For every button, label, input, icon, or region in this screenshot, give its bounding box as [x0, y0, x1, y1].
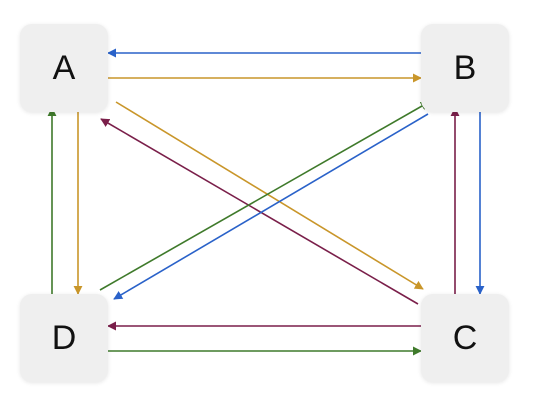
node-a-label: A [52, 48, 76, 87]
node-a[interactable]: A [20, 24, 108, 112]
node-d[interactable]: D [20, 294, 108, 382]
node-c[interactable]: C [421, 294, 509, 382]
edge-d-to-b [99, 101, 430, 291]
node-d-label: D [51, 318, 77, 357]
edge-b-to-d [113, 113, 429, 300]
node-c-label: C [452, 318, 478, 357]
edge-a-to-c [115, 101, 424, 290]
node-b-label: B [453, 48, 477, 87]
node-b[interactable]: B [421, 24, 509, 112]
edge-c-to-a [100, 118, 419, 305]
